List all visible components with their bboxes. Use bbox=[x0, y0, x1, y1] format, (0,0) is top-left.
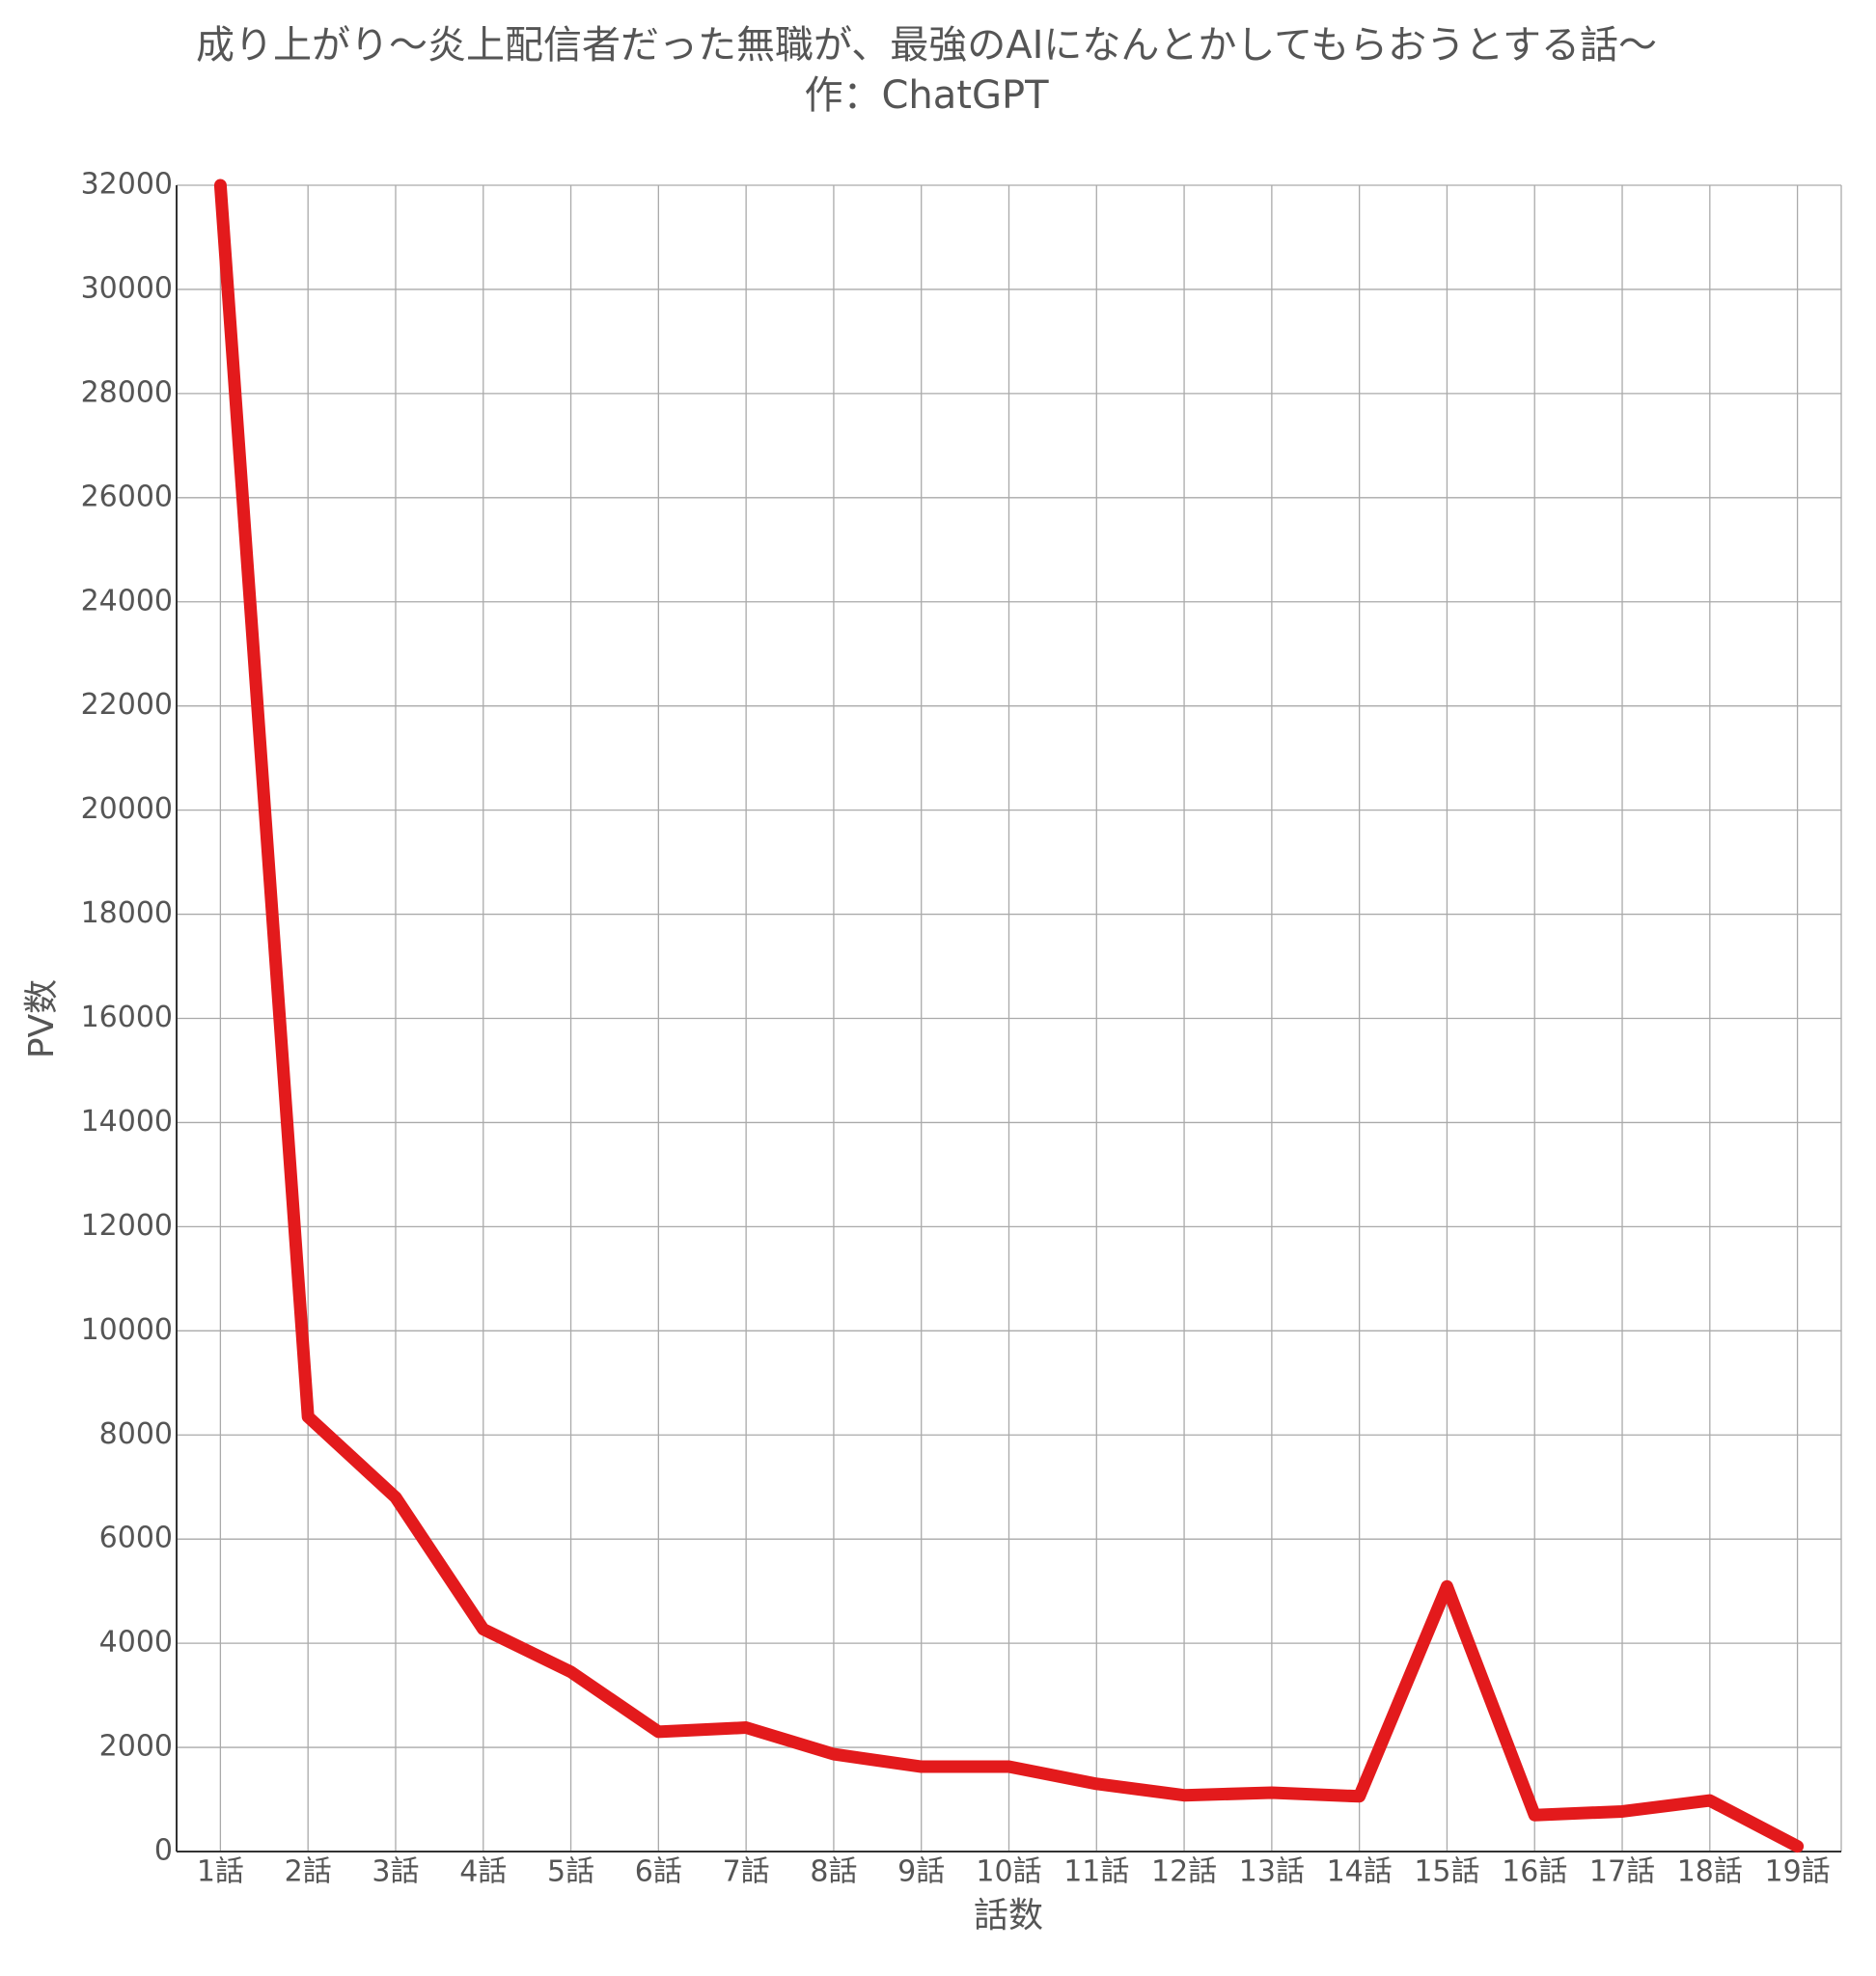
y-tick-label: 4000 bbox=[99, 1626, 173, 1660]
y-tick-label: 10000 bbox=[81, 1313, 173, 1347]
x-tick-label: 18話 bbox=[1677, 1855, 1743, 1889]
x-tick-label: 16話 bbox=[1502, 1855, 1567, 1889]
x-tick-label: 11話 bbox=[1063, 1855, 1129, 1889]
y-tick-label: 14000 bbox=[81, 1105, 173, 1139]
chart-subtitle: 作：ChatGPT bbox=[804, 73, 1049, 118]
y-tick-label: 8000 bbox=[99, 1417, 173, 1451]
x-tick-label: 6話 bbox=[635, 1855, 682, 1889]
y-tick-label: 28000 bbox=[81, 375, 173, 409]
y-tick-label: 0 bbox=[154, 1834, 173, 1868]
x-axis-label: 話数 bbox=[974, 1896, 1043, 1935]
x-tick-label: 4話 bbox=[459, 1855, 507, 1889]
y-tick-label: 18000 bbox=[81, 896, 173, 930]
x-tick-label: 8話 bbox=[810, 1855, 857, 1889]
data-line bbox=[213, 178, 1805, 1853]
x-tick-label: 2話 bbox=[285, 1855, 332, 1889]
y-tick-label: 2000 bbox=[99, 1730, 173, 1764]
x-tick-label: 10話 bbox=[976, 1855, 1041, 1889]
y-tick-label: 32000 bbox=[81, 168, 173, 202]
y-tick-label: 6000 bbox=[99, 1522, 173, 1555]
y-tick-label: 22000 bbox=[81, 688, 173, 722]
y-tick-label: 24000 bbox=[81, 584, 173, 618]
x-tick-label: 9話 bbox=[897, 1855, 945, 1889]
x-tick-label: 5話 bbox=[547, 1855, 594, 1889]
x-tick-label: 12話 bbox=[1151, 1855, 1217, 1889]
y-tick-label: 16000 bbox=[81, 1001, 173, 1034]
x-tick-label: 14話 bbox=[1327, 1855, 1393, 1889]
chart-title: 成り上がり〜炎上配信者だった無職が、最強のAIになんとかしてもらおうとする話〜 bbox=[196, 23, 1657, 68]
x-tick-label: 19話 bbox=[1765, 1855, 1831, 1889]
y-tick-label: 30000 bbox=[81, 271, 173, 305]
y-tick-label: 26000 bbox=[81, 480, 173, 513]
x-tick-label: 17話 bbox=[1589, 1855, 1655, 1889]
y-axis-label: PV数 bbox=[22, 979, 62, 1058]
x-tick-label: 1話 bbox=[197, 1855, 244, 1889]
x-tick-label: 7話 bbox=[723, 1855, 770, 1889]
y-tick-label: 12000 bbox=[81, 1209, 173, 1243]
y-tick-label: 20000 bbox=[81, 792, 173, 826]
x-tick-label: 3話 bbox=[372, 1855, 419, 1889]
x-tick-label: 13話 bbox=[1239, 1855, 1305, 1889]
x-tick-label: 15話 bbox=[1414, 1855, 1479, 1889]
